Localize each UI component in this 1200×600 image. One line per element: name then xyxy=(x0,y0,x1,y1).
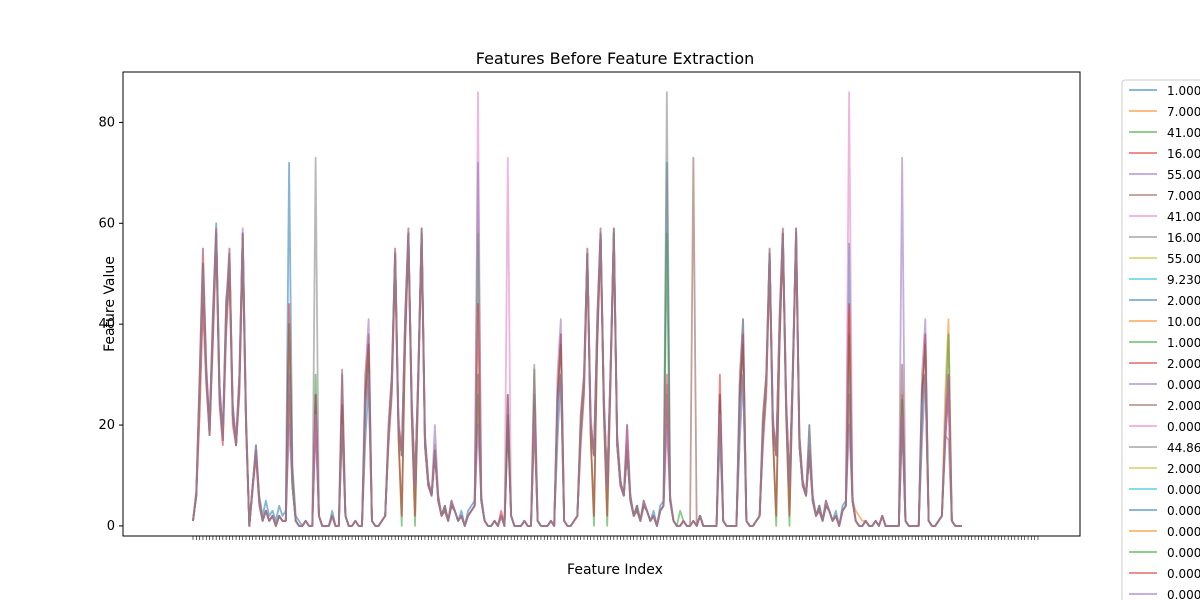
y-tick-label: 20 xyxy=(98,418,115,433)
x-axis-label: Feature Index xyxy=(567,562,663,578)
legend-entry-label: 0.000 xyxy=(1167,567,1200,581)
legend-entry-label: 7.000 xyxy=(1167,105,1200,119)
y-tick-label: 60 xyxy=(98,216,115,231)
y-tick-label: 80 xyxy=(98,115,115,130)
legend-entry-label: 9.230 xyxy=(1167,273,1200,287)
legend-entry-label: 7.000 xyxy=(1167,189,1200,203)
series-line-8 xyxy=(192,91,962,527)
legend-entry-label: 16.00 xyxy=(1167,231,1200,245)
legend-entry-label: 0.000 xyxy=(1167,525,1200,539)
legend-entry-label: 2.000 xyxy=(1167,399,1200,413)
legend-entry-label: 0.000 xyxy=(1167,378,1200,392)
y-axis: 0 20 40 60 80 xyxy=(98,115,123,534)
legend-entry-label: 0.000 xyxy=(1167,504,1200,518)
legend-frame xyxy=(1121,79,1200,600)
legend-entry-label: 55.00 xyxy=(1167,252,1200,266)
legend-entry-label: 0.000 xyxy=(1167,483,1200,497)
legend-entry-label: 1.000 xyxy=(1167,336,1200,350)
legend-entry-label: 0.000 xyxy=(1167,420,1200,434)
plot-frame xyxy=(122,71,1081,537)
y-axis-label: Feature Value xyxy=(102,256,118,352)
chart-title: Features Before Feature Extraction xyxy=(476,49,755,68)
legend-entry-label: 44.86 xyxy=(1167,441,1200,455)
legend-entry-label: 0.000 xyxy=(1167,588,1200,600)
legend-entry-label: 55.00 xyxy=(1167,168,1200,182)
legend-entry-label: 2.000 xyxy=(1167,462,1200,476)
legend-entry-label: 1.000 xyxy=(1167,84,1200,98)
legend-entry-label: 16.00 xyxy=(1167,147,1200,161)
legend-entry-label: 41.00 xyxy=(1167,126,1200,140)
legend-entry-label: 2.000 xyxy=(1167,357,1200,371)
legend-entry-label: 41.00 xyxy=(1167,210,1200,224)
legend: 1.000 7.000 41.00 16.00 55.00 7.000 41.00 16.00… xyxy=(1121,79,1200,600)
legend-entry-label: 0.000 xyxy=(1167,546,1200,560)
legend-entry-label: 10.00 xyxy=(1167,315,1200,329)
series-layer xyxy=(192,91,962,527)
legend-entry-label: 2.000 xyxy=(1167,294,1200,308)
x-axis xyxy=(192,536,1039,540)
y-tick-label: 0 xyxy=(107,519,115,534)
y-tick-label: 40 xyxy=(98,317,115,332)
